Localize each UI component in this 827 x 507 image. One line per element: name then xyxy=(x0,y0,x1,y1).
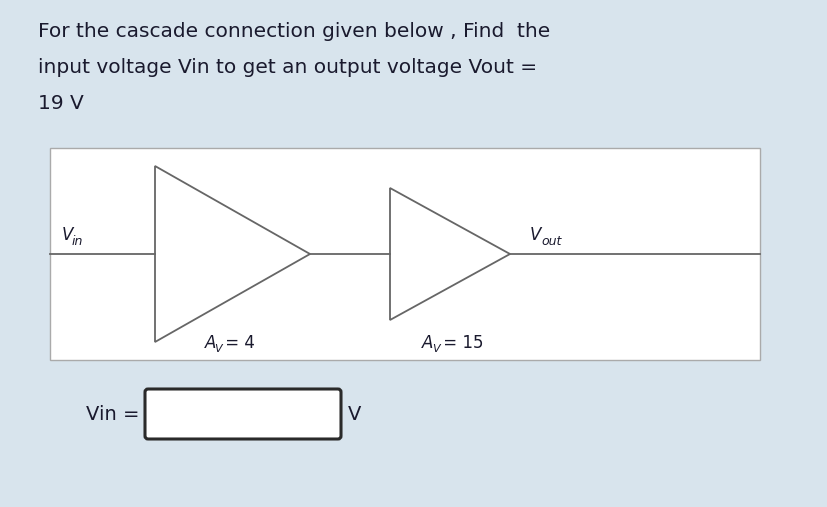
Text: in: in xyxy=(72,235,84,248)
Text: V: V xyxy=(214,344,222,354)
Text: Vin =: Vin = xyxy=(86,405,140,423)
Text: A: A xyxy=(204,334,216,352)
Text: = 15: = 15 xyxy=(437,334,483,352)
Text: input voltage Vin to get an output voltage Vout =: input voltage Vin to get an output volta… xyxy=(38,58,537,77)
Polygon shape xyxy=(390,188,509,320)
Text: 19 V: 19 V xyxy=(38,94,84,113)
Polygon shape xyxy=(155,166,309,342)
Text: V: V xyxy=(529,226,541,244)
Text: A: A xyxy=(422,334,433,352)
Text: V: V xyxy=(62,226,74,244)
Text: For the cascade connection given below , Find  the: For the cascade connection given below ,… xyxy=(38,22,550,41)
Text: V: V xyxy=(347,405,361,423)
FancyBboxPatch shape xyxy=(145,389,341,439)
Text: V: V xyxy=(432,344,439,354)
Text: out: out xyxy=(540,235,561,248)
Text: = 4: = 4 xyxy=(220,334,255,352)
FancyBboxPatch shape xyxy=(50,148,759,360)
